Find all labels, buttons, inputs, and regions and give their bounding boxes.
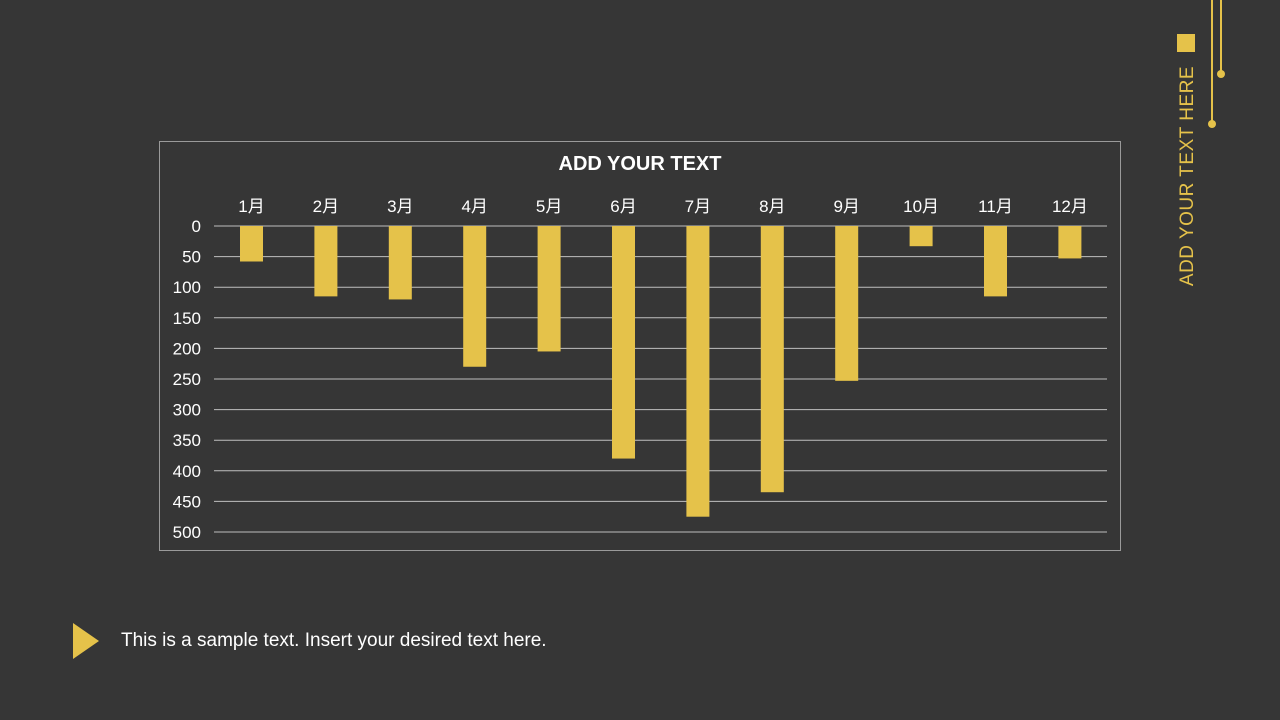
bar: [1058, 226, 1082, 259]
x-tick-label: 11月: [978, 197, 1013, 216]
bar: [835, 226, 859, 381]
x-tick-label: 5月: [536, 197, 562, 216]
chart-title: ADD YOUR TEXT: [559, 153, 722, 175]
bar: [388, 226, 412, 300]
decor-line-right: [1220, 0, 1222, 72]
x-tick-label: 7月: [685, 197, 711, 216]
decor-dot-left: [1208, 120, 1216, 128]
y-tick-label: 200: [173, 339, 201, 358]
x-tick-labels: 1月 2月 3月 4月 5月 6月 7月 8月 9月 10月 11月 12月: [238, 197, 1088, 216]
y-tick-label: 100: [173, 278, 201, 297]
y-tick-label: 250: [173, 370, 201, 389]
x-tick-label: 10月: [903, 197, 939, 216]
y-tick-label: 500: [173, 523, 201, 542]
y-tick-label: 300: [173, 401, 201, 420]
y-tick-label: 150: [173, 309, 201, 328]
accent-square: [1177, 34, 1195, 52]
grid-lines: [214, 225, 1107, 533]
x-tick-label: 1月: [238, 197, 264, 216]
side-label: ADD YOUR TEXT HERE: [1177, 65, 1198, 287]
y-tick-label: 0: [192, 217, 201, 236]
y-tick-label: 400: [173, 462, 201, 481]
bar: [686, 226, 710, 517]
bar: [612, 226, 635, 459]
bar: [760, 226, 784, 493]
bar: [314, 226, 338, 297]
x-tick-label: 6月: [610, 197, 636, 216]
footer-text: This is a sample text. Insert your desir…: [121, 630, 547, 651]
x-tick-label: 2月: [313, 197, 339, 216]
x-tick-label: 4月: [461, 197, 487, 216]
y-tick-label: 50: [182, 248, 201, 267]
bar: [240, 226, 263, 262]
bar: [909, 226, 933, 247]
play-arrow-icon: [73, 623, 99, 659]
bars: [240, 226, 1082, 517]
x-tick-label: 9月: [833, 197, 859, 216]
bar: [984, 226, 1007, 297]
chart-frame: [159, 141, 1121, 551]
y-tick-labels: 0 50 100 150 200 250 300 350 400 450 500: [173, 217, 201, 542]
decor-dot-right: [1217, 70, 1225, 78]
decor-line-left: [1211, 0, 1213, 122]
x-tick-label: 8月: [759, 197, 785, 216]
bar: [463, 226, 487, 367]
bar: [537, 226, 561, 352]
x-tick-label: 3月: [387, 197, 413, 216]
y-tick-label: 350: [173, 431, 201, 450]
x-tick-label: 12月: [1052, 197, 1088, 216]
y-tick-label: 450: [173, 492, 201, 511]
